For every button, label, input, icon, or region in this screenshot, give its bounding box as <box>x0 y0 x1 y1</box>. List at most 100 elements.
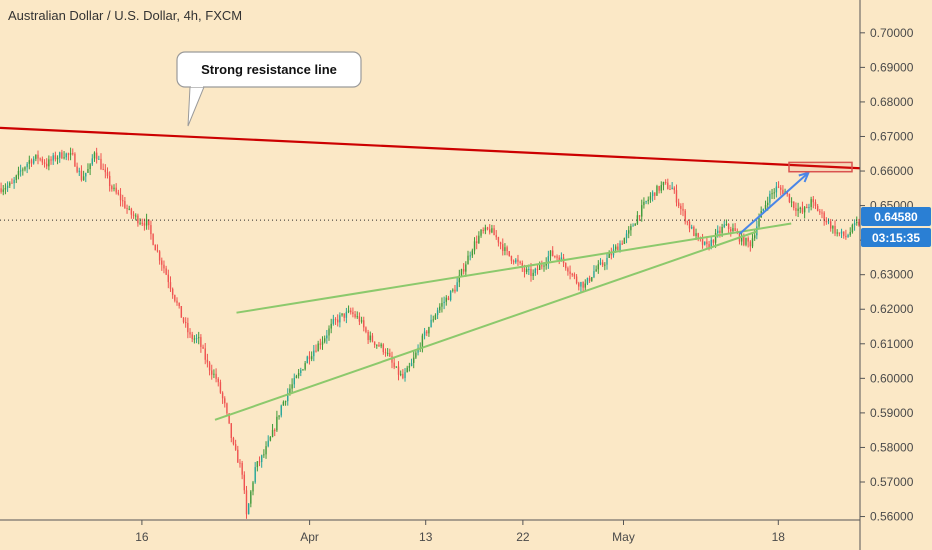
support-lower-line[interactable] <box>214 230 758 421</box>
time-tick-label: 22 <box>516 530 530 544</box>
candle-body <box>156 250 159 252</box>
candle-body <box>528 269 530 271</box>
candle <box>150 220 152 240</box>
candle <box>9 181 11 188</box>
candle-body <box>523 268 526 273</box>
candle <box>284 400 287 406</box>
candle-body <box>126 208 128 210</box>
candle <box>167 269 170 289</box>
candle <box>232 436 235 446</box>
candle <box>582 281 584 293</box>
candle-body <box>649 196 652 200</box>
candle-body <box>363 320 365 328</box>
candle-body <box>632 225 634 227</box>
candle <box>701 233 704 249</box>
candle <box>15 174 17 184</box>
candle-body <box>295 375 298 378</box>
candle <box>148 219 150 230</box>
candle-body <box>745 238 747 245</box>
candle <box>714 228 717 248</box>
candle-body <box>465 264 467 272</box>
candle <box>265 441 267 459</box>
candle <box>445 295 447 306</box>
projection-arrow[interactable] <box>738 172 810 235</box>
candle <box>45 158 48 170</box>
candle <box>664 179 667 185</box>
candle <box>567 266 569 276</box>
support-upper-line[interactable] <box>236 222 792 314</box>
candle <box>749 240 752 252</box>
candle-body <box>391 356 393 363</box>
candle <box>408 362 411 372</box>
candle-body <box>50 159 52 161</box>
candle-body <box>404 372 406 379</box>
candle <box>397 361 400 381</box>
candle <box>76 162 78 174</box>
candle <box>26 162 28 174</box>
candle-body <box>706 241 708 245</box>
candle-body <box>558 257 560 262</box>
candle-body <box>208 362 211 371</box>
candle <box>30 158 33 167</box>
target-zone-box[interactable] <box>788 161 853 173</box>
candle <box>573 272 576 280</box>
candle <box>119 188 122 207</box>
candle <box>339 312 341 328</box>
candle-body <box>803 206 806 213</box>
candle-body <box>332 319 335 324</box>
resistance-line[interactable] <box>0 126 861 170</box>
candle <box>226 402 228 416</box>
candle <box>85 172 87 183</box>
candle-body <box>269 436 272 441</box>
candle <box>217 377 219 387</box>
candle-body <box>588 277 591 281</box>
candle-body <box>547 256 550 264</box>
candle-body <box>519 261 521 264</box>
candle-body <box>4 187 7 190</box>
candle <box>630 223 632 236</box>
candle-body <box>482 229 484 231</box>
candle <box>17 166 20 180</box>
candle <box>489 224 491 235</box>
candle-body <box>124 201 126 209</box>
candle-body <box>206 359 209 363</box>
candle <box>337 314 339 327</box>
candle-body <box>525 269 528 273</box>
candle <box>486 226 489 231</box>
candle <box>565 262 567 271</box>
candle <box>106 167 109 179</box>
candle <box>67 152 70 161</box>
candle <box>723 220 725 229</box>
candle <box>771 188 773 199</box>
current-price-label: 0.64580 <box>874 210 918 224</box>
candle-body <box>660 185 662 191</box>
candle-body <box>204 348 206 360</box>
candle-body <box>636 215 639 224</box>
candle <box>330 318 332 334</box>
price-tick-label: 0.63000 <box>870 268 914 282</box>
candle <box>782 185 784 196</box>
candle-body <box>858 221 860 226</box>
candle <box>56 155 59 165</box>
candle-body <box>237 449 239 463</box>
current-price-tag <box>861 207 931 226</box>
candle-body <box>213 373 215 375</box>
candle-body <box>130 208 133 215</box>
candle-body <box>276 416 278 431</box>
callout-box[interactable] <box>176 51 362 88</box>
candle-body <box>593 271 595 278</box>
candle-body <box>599 262 602 265</box>
candle-body <box>219 382 222 393</box>
candle-body <box>221 392 224 399</box>
candle-body <box>677 202 680 206</box>
candle <box>428 326 430 337</box>
candle <box>595 265 597 272</box>
candle <box>586 277 589 286</box>
candle-body <box>823 212 825 221</box>
candle <box>847 233 849 238</box>
countdown-label: 03:15:35 <box>872 231 920 245</box>
candle-body <box>530 269 532 276</box>
candle-body <box>106 172 109 176</box>
candle <box>612 244 615 258</box>
